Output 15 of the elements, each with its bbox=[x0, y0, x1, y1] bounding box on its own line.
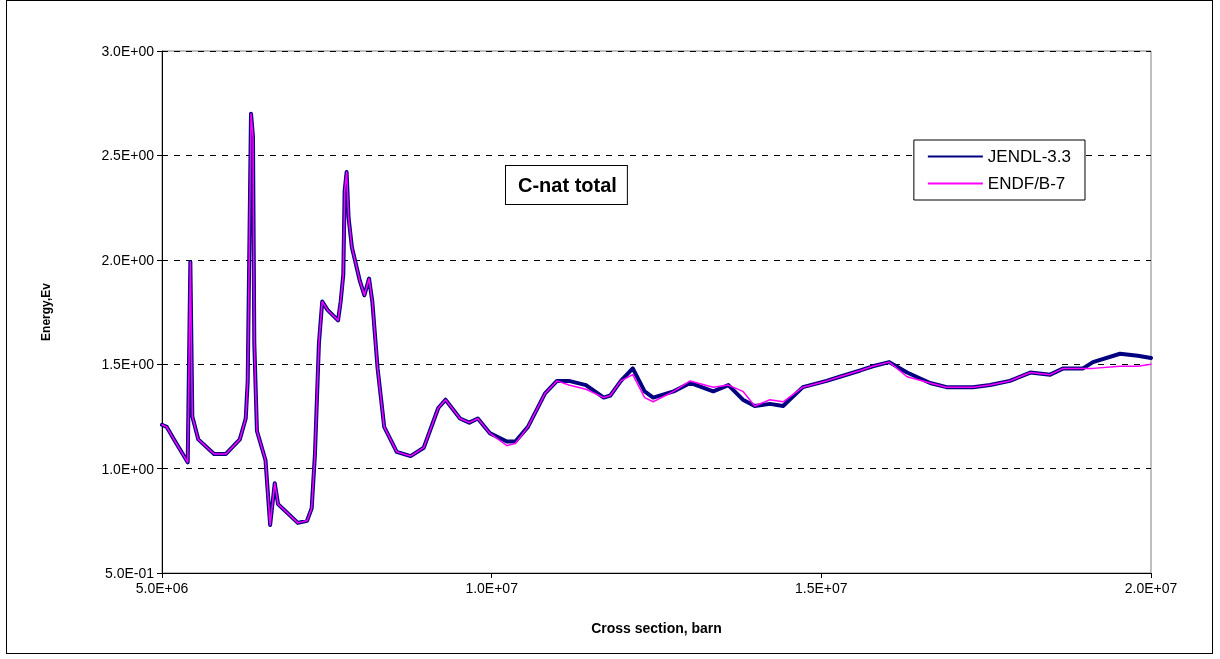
y-tick-label: 5.0E-01 bbox=[104, 565, 155, 581]
legend-label: JENDL-3.3 bbox=[987, 147, 1071, 166]
x-axis-title: Cross section, barn bbox=[591, 620, 722, 636]
x-tick-label: 2.0E+07 bbox=[1124, 580, 1178, 596]
annotation: C-nat total bbox=[518, 174, 617, 196]
x-tick-label: 1.5E+07 bbox=[795, 580, 848, 596]
y-tick-label: 1.0E+00 bbox=[101, 460, 155, 477]
y-tick-label: 2.0E+00 bbox=[101, 251, 155, 268]
y-tick-label: 2.5E+00 bbox=[101, 147, 155, 164]
legend-label: ENDF/B-7 bbox=[987, 174, 1066, 193]
y-tick-label: 1.5E+00 bbox=[101, 356, 155, 373]
y-tick-label: 3.0E+00 bbox=[101, 43, 155, 59]
x-tick-label: 1.0E+07 bbox=[465, 580, 519, 596]
y-axis-title: Energy,Ev bbox=[39, 282, 53, 341]
x-tick-label: 5.0E+06 bbox=[135, 580, 189, 596]
